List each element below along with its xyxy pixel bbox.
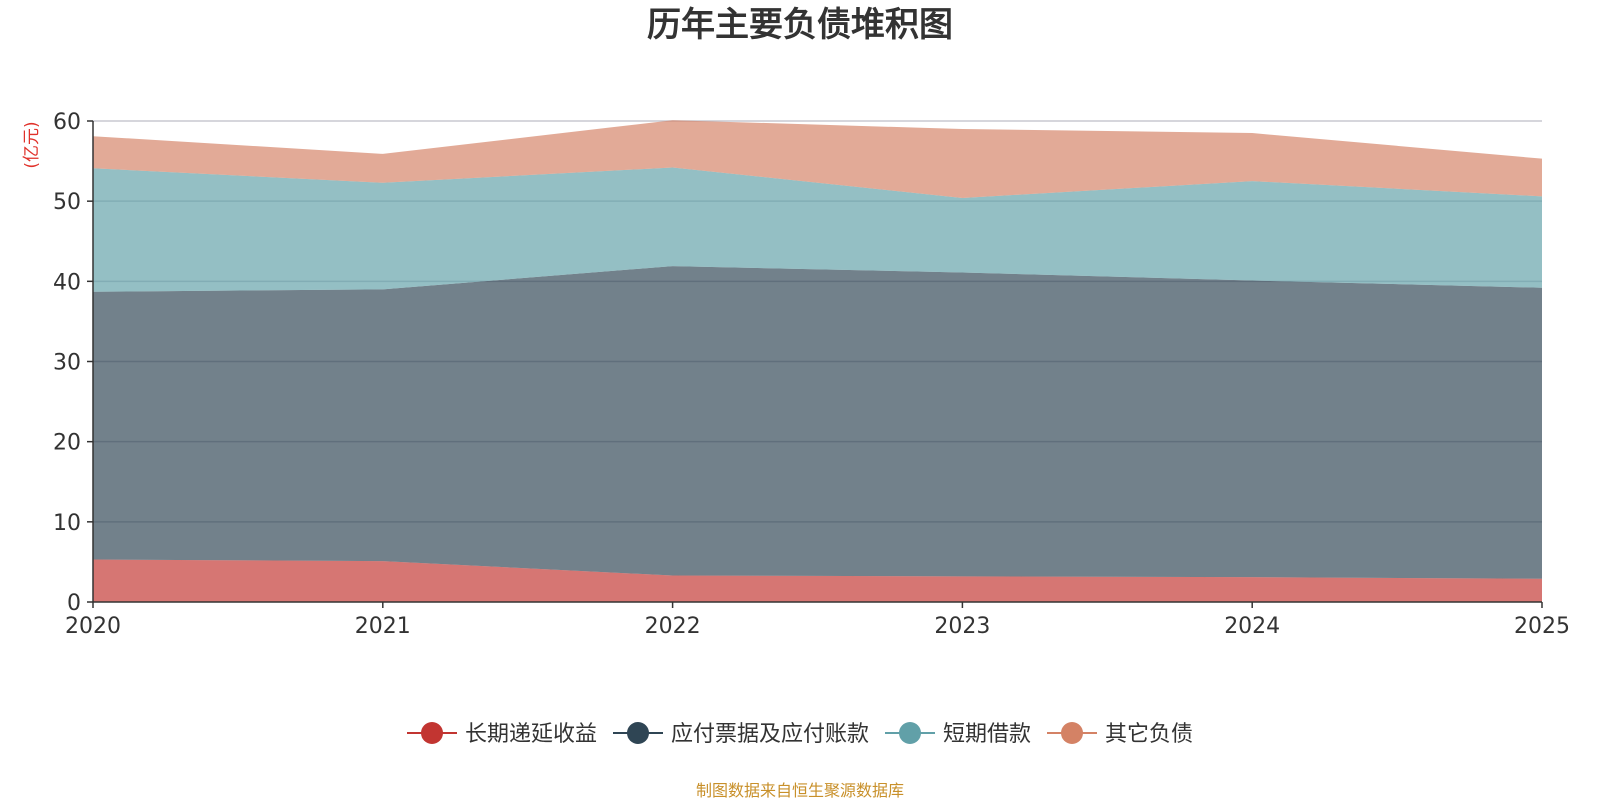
x-tick-label: 2021 [355, 614, 411, 639]
legend-item-3[interactable]: 短期借款 [885, 722, 1031, 747]
y-tick-label: 20 [53, 431, 81, 456]
y-tick-label: 60 [53, 110, 81, 135]
legend-circle-marker [421, 722, 443, 744]
legend[interactable]: 长期递延收益 应付票据及应付账款 短期借款 其它负债 [407, 722, 1193, 747]
chart-title: 历年主要负债堆积图 [647, 5, 953, 45]
y-tick-label: 10 [53, 511, 81, 536]
area-series-4[interactable] [93, 120, 1542, 198]
legend-item-4[interactable]: 其它负债 [1047, 722, 1193, 747]
x-tick-label: 2025 [1514, 614, 1570, 639]
x-tick-label: 2022 [645, 614, 701, 639]
y-tick-label: 40 [53, 270, 81, 295]
y-axis-unit-label: (亿元) [22, 121, 42, 168]
legend-label: 长期递延收益 [465, 722, 597, 747]
legend-circle-marker [1061, 722, 1083, 744]
y-tick-label: 30 [53, 351, 81, 376]
axes: 0 10 20 30 40 50 60 2020 2021 2022 2023 2024 2025 [53, 110, 1570, 639]
y-tick-label: 0 [67, 591, 81, 616]
legend-label: 短期借款 [943, 722, 1031, 747]
data-source-note: 制图数据来自恒生聚源数据库 [696, 781, 904, 800]
legend-item-1[interactable]: 长期递延收益 [407, 722, 597, 747]
legend-circle-marker [627, 722, 649, 744]
legend-label: 应付票据及应付账款 [671, 722, 869, 747]
y-tick-label: 50 [53, 190, 81, 215]
area-series-3[interactable] [93, 167, 1542, 292]
area-series [93, 120, 1542, 602]
x-tick-label: 2020 [65, 614, 121, 639]
legend-item-2[interactable]: 应付票据及应付账款 [613, 722, 869, 747]
area-series-2[interactable] [93, 266, 1542, 579]
x-tick-label: 2024 [1224, 614, 1280, 639]
legend-label: 其它负债 [1105, 722, 1193, 747]
x-tick-label: 2023 [934, 614, 990, 639]
legend-circle-marker [899, 722, 921, 744]
area-series-1[interactable] [93, 559, 1542, 602]
